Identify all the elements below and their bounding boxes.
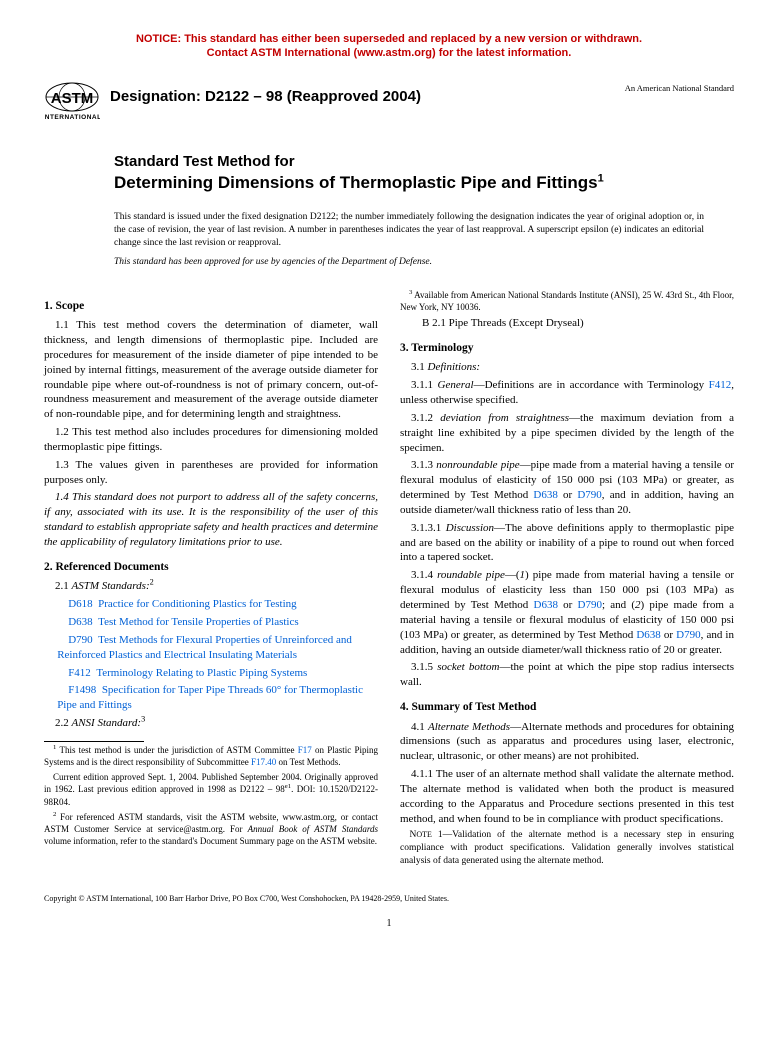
term-head: 3. Terminology bbox=[400, 341, 734, 357]
ref-d638: D638 Test Method for Tensile Properties … bbox=[44, 615, 378, 630]
ref-link[interactable]: F1498 Specification for Taper Pipe Threa… bbox=[57, 684, 363, 711]
term-3-1-3-1: 3.1.3.1 Discussion—The above definitions… bbox=[400, 521, 734, 566]
scope-1-2: 1.2 This test method also includes proce… bbox=[44, 425, 378, 455]
copyright: Copyright © ASTM International, 100 Barr… bbox=[44, 894, 734, 905]
ref-link[interactable]: F412 Terminology Relating to Plastic Pip… bbox=[68, 667, 307, 679]
title-main: Determining Dimensions of Thermoplastic … bbox=[114, 172, 704, 193]
ans-label: An American National Standard bbox=[625, 83, 734, 94]
note-1: NOTE 1—Validation of the alternate metho… bbox=[400, 829, 734, 867]
approval-note: This standard has been approved for use … bbox=[114, 256, 704, 269]
ref-link[interactable]: D618 Practice for Conditioning Plastics … bbox=[68, 598, 296, 610]
ref-link[interactable]: F412 bbox=[709, 379, 732, 391]
scope-1-1: 1.1 This test method covers the determin… bbox=[44, 318, 378, 422]
ref-f412: F412 Terminology Relating to Plastic Pip… bbox=[44, 666, 378, 681]
ref-link[interactable]: F17 bbox=[298, 745, 312, 755]
footnote-2: 2 For referenced ASTM standards, visit t… bbox=[44, 811, 378, 847]
ref-link[interactable]: D638 bbox=[636, 629, 660, 641]
body-columns: 1. Scope 1.1 This test method covers the… bbox=[44, 289, 734, 868]
footnote-3: 3 Available from American National Stand… bbox=[400, 289, 734, 313]
ref-link[interactable]: D638 bbox=[534, 599, 558, 611]
ref-link[interactable]: D638 bbox=[533, 489, 557, 501]
notice-line1: NOTICE: This standard has either been su… bbox=[136, 33, 642, 45]
term-3-1-4: 3.1.4 roundable pipe—(1) pipe made from … bbox=[400, 568, 734, 657]
notice-line2: Contact ASTM International (www.astm.org… bbox=[207, 47, 572, 59]
scope-head: 1. Scope bbox=[44, 299, 378, 315]
term-3-1: 3.1 Definitions: bbox=[400, 360, 734, 375]
term-3-1-1: 3.1.1 General—Definitions are in accorda… bbox=[400, 378, 734, 408]
ref-link[interactable]: D790 Test Methods for Flexural Propertie… bbox=[57, 634, 352, 661]
notice-banner: NOTICE: This standard has either been su… bbox=[44, 32, 734, 61]
summary-head: 4. Summary of Test Method bbox=[400, 700, 734, 716]
ref-link[interactable]: D638 Test Method for Tensile Properties … bbox=[68, 616, 298, 628]
designation: Designation: D2122 – 98 (Reapproved 2004… bbox=[110, 87, 421, 107]
issuance-note: This standard is issued under the fixed … bbox=[114, 211, 704, 249]
refs-2-1: 2.1 ASTM Standards:2 bbox=[44, 579, 378, 594]
term-3-1-3: 3.1.3 nonroundable pipe—pipe made from a… bbox=[400, 458, 734, 517]
term-3-1-5: 3.1.5 socket bottom—the point at which t… bbox=[400, 660, 734, 690]
ansi-b21: B 2.1 Pipe Threads (Except Dryseal) bbox=[400, 316, 734, 331]
summary-4-1: 4.1 Alternate Methods—Alternate methods … bbox=[400, 720, 734, 765]
footnote-1: 1 This test method is under the jurisdic… bbox=[44, 744, 378, 768]
title-pre: Standard Test Method for bbox=[114, 153, 704, 172]
ref-f1498: F1498 Specification for Taper Pipe Threa… bbox=[44, 683, 378, 713]
ref-d790: D790 Test Methods for Flexural Propertie… bbox=[44, 633, 378, 663]
ref-link[interactable]: F17.40 bbox=[251, 757, 276, 767]
title-block: Standard Test Method for Determining Dim… bbox=[114, 153, 704, 193]
refs-2-2: 2.2 ANSI Standard:3 bbox=[44, 716, 378, 731]
ref-link[interactable]: D790 bbox=[577, 489, 601, 501]
svg-text:INTERNATIONAL: INTERNATIONAL bbox=[44, 114, 100, 121]
page-number: 1 bbox=[44, 917, 734, 931]
svg-text:ASTM: ASTM bbox=[51, 90, 94, 107]
ref-link[interactable]: D790 bbox=[578, 599, 602, 611]
astm-logo: ASTM INTERNATIONAL bbox=[44, 79, 100, 128]
header: ASTM INTERNATIONAL Designation: D2122 – … bbox=[44, 79, 734, 128]
term-3-1-2: 3.1.2 deviation from straightness—the ma… bbox=[400, 411, 734, 456]
refs-head: 2. Referenced Documents bbox=[44, 560, 378, 576]
summary-4-1-1: 4.1.1 The user of an alternate method sh… bbox=[400, 767, 734, 826]
scope-1-4: 1.4 This standard does not purport to ad… bbox=[44, 490, 378, 549]
footnote-1b: Current edition approved Sept. 1, 2004. … bbox=[44, 771, 378, 807]
ref-link[interactable]: D790 bbox=[676, 629, 700, 641]
scope-1-3: 1.3 The values given in parentheses are … bbox=[44, 458, 378, 488]
ref-d618: D618 Practice for Conditioning Plastics … bbox=[44, 597, 378, 612]
